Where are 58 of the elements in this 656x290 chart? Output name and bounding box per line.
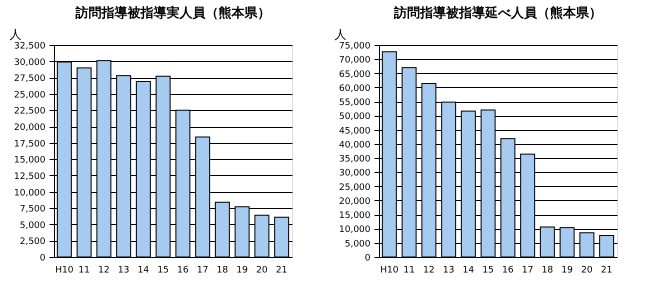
x-tick-label: 20	[581, 266, 593, 276]
x-tick-label: 20	[256, 266, 268, 276]
x-tick-label: 15	[157, 266, 169, 276]
x-tick-label: 12	[98, 266, 110, 276]
y-tick-label: 20,000	[339, 196, 371, 207]
x-tick-label: 11	[403, 266, 415, 276]
x-tick-label: 19	[561, 266, 574, 276]
y-tick-label: 7,500	[20, 204, 46, 215]
x-tick-label: 21	[600, 266, 612, 276]
y-tick-label: 75,000	[339, 42, 371, 52]
x-tick-label: 14	[462, 266, 474, 276]
y-tick-label: 2,500	[20, 237, 46, 248]
x-tick-label: 16	[177, 266, 189, 276]
x-tick-label: 17	[522, 266, 534, 276]
y-tick-label: 5,000	[20, 220, 46, 231]
y-tick-label: 60,000	[339, 84, 371, 94]
x-tick-label: 14	[138, 266, 150, 276]
y-tick-label: 15,000	[339, 211, 371, 222]
y-tick-label: 50,000	[339, 112, 371, 122]
x-tick-label: 16	[502, 266, 514, 276]
y-tick-label: 10,000	[14, 188, 46, 198]
y-tick-label: 10,000	[339, 225, 371, 236]
x-tick-label: H10	[380, 266, 399, 276]
y-tick-label: 27,500	[14, 74, 46, 84]
y-tick-label: 55,000	[339, 98, 371, 108]
y-tick-label: 30,000	[339, 168, 371, 179]
x-tick-label: 18	[216, 266, 228, 276]
x-tick-label: 12	[423, 266, 435, 276]
y-tick-label: 12,500	[14, 172, 46, 182]
x-tick-label: 13	[118, 266, 130, 276]
y-tick-label: 30,000	[14, 58, 46, 68]
y-axis-title: 人	[10, 28, 22, 42]
y-tick-label: 45,000	[339, 126, 371, 136]
y-tick-label: 17,500	[14, 139, 46, 150]
y-tick-label: 35,000	[339, 154, 371, 165]
x-tick-label: 11	[78, 266, 90, 276]
y-tick-label: 40,000	[339, 140, 371, 150]
chart-title: 訪問指導被指導延べ人員（熊本県）	[393, 5, 602, 21]
chart-title: 訪問指導被指導実人員（熊本県）	[74, 5, 270, 21]
x-tick-label: 15	[482, 266, 494, 276]
x-tick-label: 19	[236, 266, 248, 276]
y-axis-title: 人	[334, 28, 346, 42]
x-tick-label: 21	[276, 266, 288, 276]
x-tick-label: H10	[55, 266, 74, 276]
x-tick-label: 13	[442, 266, 454, 276]
y-tick-label: 25,000	[339, 182, 371, 193]
y-tick-label: 5,000	[344, 239, 371, 250]
y-tick-label: 0	[40, 254, 46, 264]
x-tick-label: 18	[542, 266, 554, 276]
y-tick-label: 32,500	[14, 42, 46, 52]
y-tick-label: 0	[364, 254, 371, 264]
y-tick-label: 15,000	[14, 156, 46, 166]
y-tick-label: 22,500	[14, 106, 46, 117]
x-tick-label: 17	[196, 266, 208, 276]
y-tick-label: 70,000	[339, 56, 371, 66]
y-tick-label: 20,000	[14, 123, 46, 134]
y-tick-label: 25,000	[14, 90, 46, 100]
y-tick-label: 65,000	[339, 70, 371, 80]
